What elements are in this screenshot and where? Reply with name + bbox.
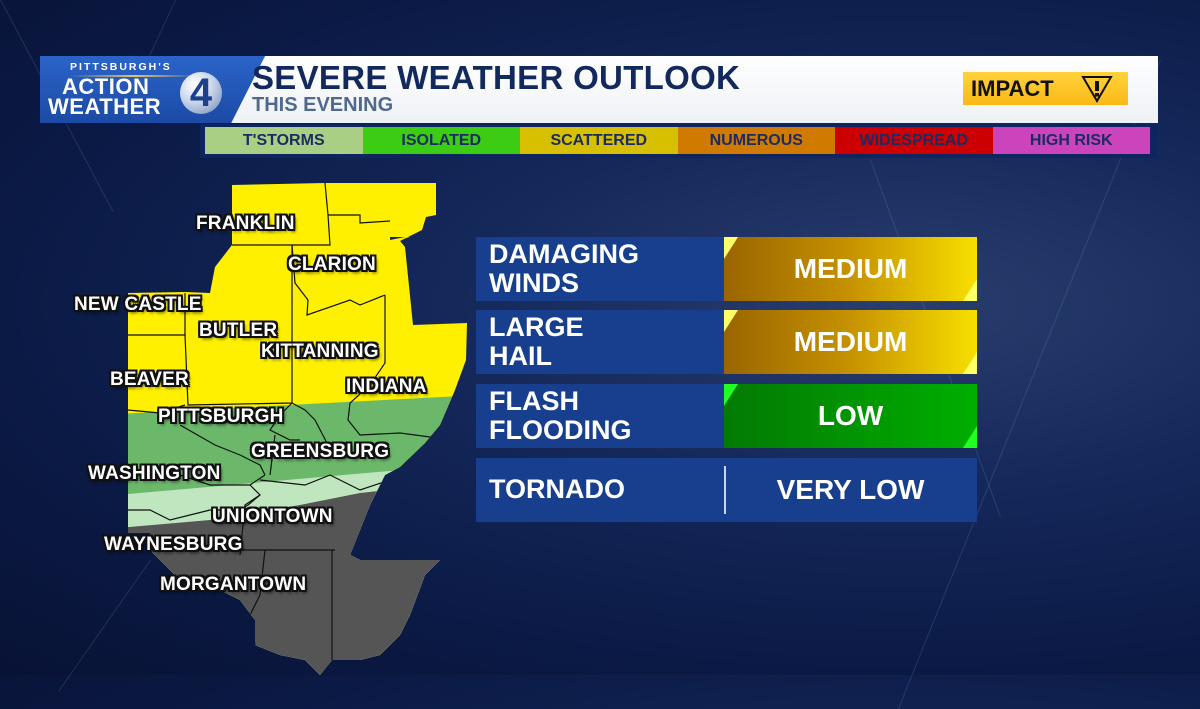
station-logo: PITTSBURGH'S ACTION WEATHER 4: [40, 56, 265, 123]
city-label-morgantown: MORGANTOWN: [160, 574, 307, 595]
city-label-franklin: FRANKLIN: [196, 213, 295, 234]
city-label-kittanning: KITTANNING: [261, 341, 379, 362]
legend-isolated: ISOLATED: [362, 127, 520, 154]
city-label-greensburg: GREENSBURG: [251, 441, 390, 462]
impact-badge: IMPACT: [963, 72, 1128, 105]
logo-city: PITTSBURGH'S: [70, 61, 172, 73]
page-title: SEVERE WEATHER OUTLOOK: [252, 59, 741, 96]
threat-level-badge: MEDIUM: [724, 310, 977, 374]
city-label-butler: BUTLER: [199, 320, 278, 341]
threat-label-line1: LARGE: [489, 312, 584, 342]
legend-tstorms: T'STORMS: [205, 127, 363, 154]
threat-row-large-hail: LARGE HAIL MEDIUM: [476, 310, 977, 374]
threat-level: LOW: [817, 400, 884, 431]
threat-label: TORNADO: [489, 474, 626, 504]
threat-level: MEDIUM: [793, 326, 908, 357]
city-label-beaver: BEAVER: [110, 369, 189, 390]
logo-action: ACTION: [62, 74, 150, 99]
legend-high-risk: HIGH RISK: [992, 127, 1150, 154]
threat-level-badge: MEDIUM: [724, 237, 977, 301]
threat-level-badge: VERY LOW: [724, 458, 977, 522]
page-subtitle: THIS EVENING: [252, 94, 394, 116]
city-label-uniontown: UNIONTOWN: [212, 506, 333, 527]
threat-row-flash-flooding: FLASH FLOODING LOW: [476, 384, 977, 448]
threat-label: DAMAGING WINDS: [489, 240, 639, 298]
city-label-indiana: INDIANA: [346, 376, 427, 397]
city-label-clarion: CLARION: [288, 254, 376, 275]
risk-legend: T'STORMS ISOLATED SCATTERED NUMEROUS WID…: [200, 124, 1158, 158]
legend-scattered: SCATTERED: [520, 127, 678, 154]
threat-label-line1: DAMAGING: [489, 239, 639, 269]
threat-label-line2: HAIL: [489, 341, 552, 371]
threat-label: LARGE HAIL: [489, 313, 584, 371]
threat-label-line2: FLOODING: [489, 415, 632, 445]
threat-label-line2: WINDS: [489, 268, 579, 298]
warning-triangle-icon: [1081, 76, 1113, 103]
row-divider: [724, 466, 726, 514]
city-label-washington: WASHINGTON: [88, 463, 221, 484]
threat-label-line1: FLASH: [489, 386, 579, 416]
impact-label: IMPACT: [971, 76, 1054, 101]
legend-numerous: NUMEROUS: [677, 127, 835, 154]
threat-level: VERY LOW: [776, 474, 925, 505]
logo-weather: WEATHER: [48, 94, 162, 119]
threat-row-tornado: TORNADO VERY LOW: [476, 458, 977, 522]
header-banner: PITTSBURGH'S ACTION WEATHER 4 SEVERE WEA…: [40, 56, 1158, 123]
logo-rule: [70, 75, 198, 77]
legend-widespread: WIDESPREAD: [835, 127, 993, 154]
city-label-pittsburgh: PITTSBURGH: [158, 406, 284, 427]
city-label-new-castle: NEW CASTLE: [74, 294, 202, 315]
threat-level: MEDIUM: [793, 253, 908, 284]
threat-label: FLASH FLOODING: [489, 387, 632, 445]
threat-row-damaging-winds: DAMAGING WINDS MEDIUM: [476, 237, 977, 301]
county-map: [128, 183, 467, 675]
outlook-map: FRANKLIN CLARION NEW CASTLE BUTLER KITTA…: [60, 175, 480, 675]
threat-level-badge: LOW: [724, 384, 977, 448]
city-label-waynesburg: WAYNESBURG: [104, 534, 243, 555]
channel-4-icon: 4: [180, 72, 222, 114]
